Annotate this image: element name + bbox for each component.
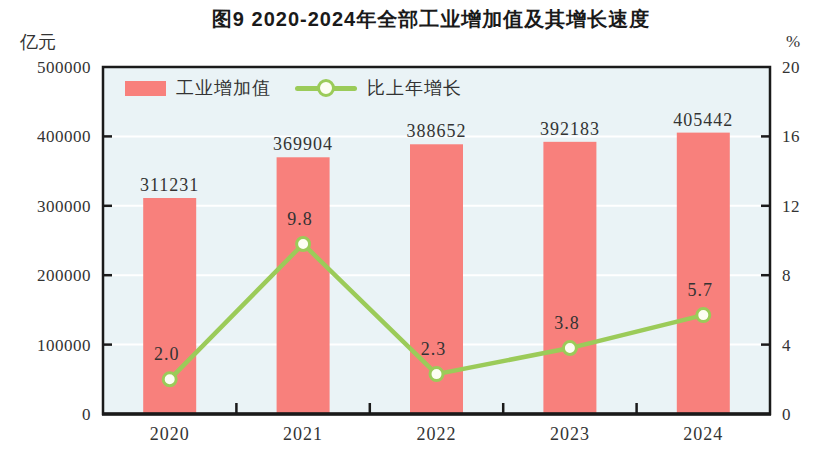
right-axis-tick-label-4: 4 — [782, 336, 791, 355]
growth-marker-2023 — [563, 342, 576, 355]
figure-9-industrial-added-value-chart: 图9 2020-2024年全部工业增加值及其增长速度 亿元 % 31123136… — [0, 0, 832, 460]
left-axis-tick-label-100000: 100000 — [37, 336, 91, 355]
legend-bar-label: 工业增加值 — [176, 76, 271, 100]
bar-value-label-2020: 311231 — [140, 175, 199, 195]
bar-value-label-2021: 369904 — [273, 134, 333, 154]
left-axis-tick-label-400000: 400000 — [37, 127, 91, 146]
left-axis-tick-label-500000: 500000 — [37, 58, 91, 77]
chart-legend: 工业增加值 比上年增长 — [125, 79, 462, 97]
bar-2021 — [277, 157, 330, 414]
legend-bar-swatch — [125, 81, 166, 96]
legend-line-marker-icon — [317, 79, 335, 97]
left-axis-tick-label-200000: 200000 — [37, 266, 91, 285]
legend-line-label: 比上年增长 — [367, 76, 462, 100]
bar-value-label-2023: 392183 — [540, 119, 600, 139]
x-axis-label-2021: 2021 — [283, 424, 323, 444]
right-axis-tick-label-12: 12 — [782, 197, 800, 216]
left-axis-tick-label-0: 0 — [82, 405, 91, 424]
growth-value-label-2021: 9.8 — [287, 209, 313, 229]
x-axis-label-2023: 2023 — [550, 424, 590, 444]
right-axis-tick-label-0: 0 — [782, 405, 791, 424]
bar-2024 — [677, 133, 730, 414]
growth-value-label-2024: 5.7 — [688, 280, 714, 300]
x-axis-label-2024: 2024 — [683, 424, 723, 444]
right-axis-tick-label-16: 16 — [782, 127, 800, 146]
right-axis-tick-label-20: 20 — [782, 58, 800, 77]
legend-line-swatch — [295, 79, 357, 97]
growth-marker-2020 — [163, 373, 176, 386]
growth-marker-2021 — [297, 237, 310, 250]
bar-value-label-2024: 405442 — [673, 110, 733, 130]
bar-2023 — [543, 142, 596, 414]
x-axis-label-2022: 2022 — [417, 424, 457, 444]
x-axis-label-2020: 2020 — [150, 424, 190, 444]
right-axis-tick-label-8: 8 — [782, 266, 791, 285]
growth-marker-2024 — [697, 309, 710, 322]
growth-marker-2022 — [430, 368, 443, 381]
growth-value-label-2023: 3.8 — [554, 313, 580, 333]
growth-value-label-2022: 2.3 — [421, 339, 447, 359]
growth-value-label-2020: 2.0 — [154, 344, 180, 364]
bar-value-label-2022: 388652 — [407, 121, 467, 141]
left-axis-tick-label-300000: 300000 — [37, 197, 91, 216]
combo-bar-line-chart: 311231 369904 388652 392183 405442 2.0 9.8 2.3 3… — [0, 0, 832, 460]
